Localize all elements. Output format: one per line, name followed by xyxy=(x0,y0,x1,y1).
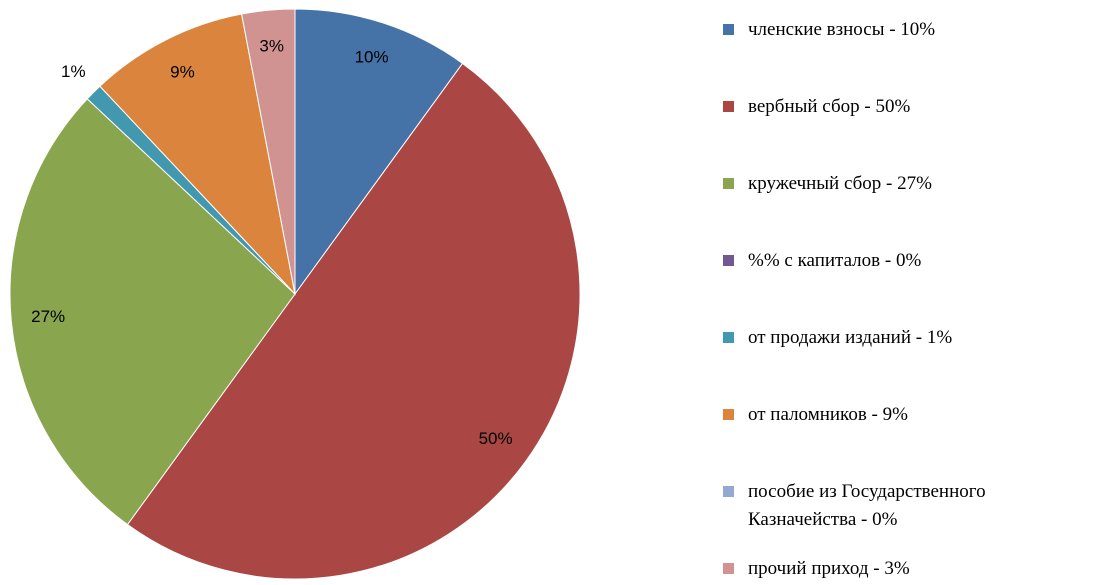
legend-item: пособие из Государственного Казначейства… xyxy=(723,478,1093,534)
data-label: 3% xyxy=(259,37,284,56)
pie-slice xyxy=(241,8,296,295)
legend-item: вербный сбор - 50% xyxy=(723,93,1093,121)
legend-item: %% с капиталов - 0% xyxy=(723,247,1093,275)
legend-swatch xyxy=(723,255,734,266)
legend-swatch xyxy=(723,178,734,189)
data-label: 10% xyxy=(355,48,389,67)
legend-item: от паломников - 9% xyxy=(723,401,1093,429)
legend-swatch xyxy=(723,563,734,574)
legend-item: кружечный сбор - 27% xyxy=(723,170,1093,198)
legend-label: от продажи изданий - 1% xyxy=(748,327,953,348)
pie-slice xyxy=(294,8,464,296)
legend-item: от продажи изданий - 1% xyxy=(723,324,1093,352)
legend-label: прочий приход - 3% xyxy=(748,558,910,579)
legend-label: вербный сбор - 50% xyxy=(748,96,911,117)
pie-slice xyxy=(126,62,581,580)
data-label: 27% xyxy=(31,307,65,326)
legend-item: членские взносы - 10% xyxy=(723,16,1093,44)
legend-swatch xyxy=(723,24,734,35)
chart: 10% 50% 27% 1% 9% 3% xyxy=(9,8,581,580)
data-label: 50% xyxy=(479,429,513,448)
legend-label: членские взносы - 10% xyxy=(748,19,936,40)
legend-label: кружечный сбор - 27% xyxy=(748,173,932,194)
legend-item: прочий приход - 3% xyxy=(723,555,1093,583)
legend-swatch xyxy=(723,101,734,112)
data-label: 9% xyxy=(170,63,195,82)
legend-label: %% с капиталов - 0% xyxy=(748,250,922,271)
legend-swatch xyxy=(723,486,734,497)
data-label: 1% xyxy=(61,62,86,81)
legend-label: от паломников - 9% xyxy=(748,404,908,425)
pie-slice xyxy=(99,13,296,296)
legend-label: пособие из Государственного Казначейства… xyxy=(748,481,986,530)
legend-swatch xyxy=(723,332,734,343)
pie-slice xyxy=(9,98,296,526)
legend-swatch xyxy=(723,409,734,420)
